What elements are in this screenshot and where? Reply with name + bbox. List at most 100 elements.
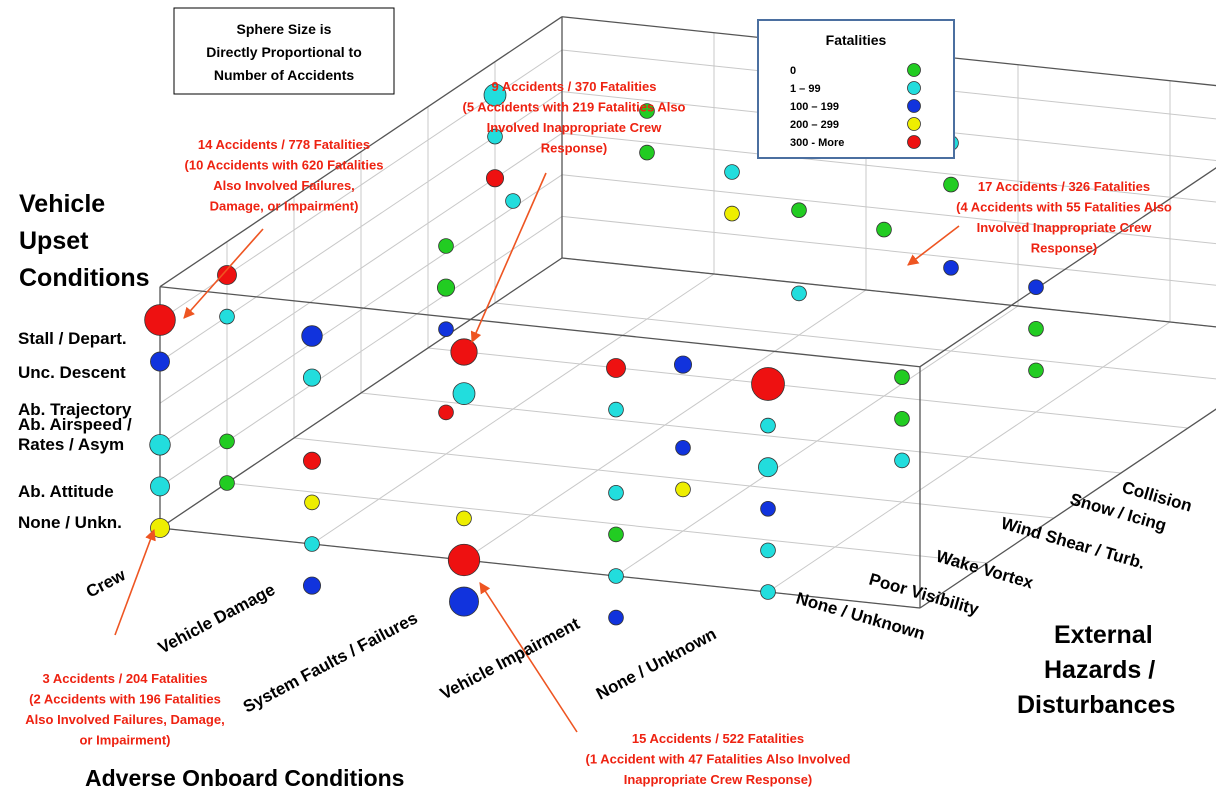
y-tick-label: Stall / Depart. [18, 329, 127, 348]
data-sphere [608, 484, 624, 501]
legend-marker [907, 81, 921, 95]
data-sphere [447, 543, 481, 577]
data-sphere [608, 609, 624, 626]
data-sphere [438, 238, 454, 254]
frame-edge [159, 527, 921, 609]
gridline [360, 392, 1122, 474]
data-sphere [217, 265, 237, 285]
data-sphere [150, 476, 170, 497]
annotation-text: (2 Accidents with 196 Fatalities [29, 692, 221, 707]
size-note-text: Number of Accidents [214, 67, 354, 83]
data-sphere [144, 304, 176, 336]
legend-box [757, 19, 955, 159]
x-tick-label: System Faults / Failures [240, 608, 421, 716]
x-tick-label: Vehicle Damage [155, 580, 278, 658]
data-sphere [450, 338, 478, 366]
gridline [293, 437, 1055, 519]
annotation-text: 15 Accidents / 522 Fatalities [632, 731, 804, 746]
legend-title: Fatalities [826, 32, 887, 48]
annotation-text: Damage, or Impairment) [210, 199, 359, 214]
data-sphere [894, 369, 910, 386]
annotation-text: Response) [541, 141, 607, 156]
legend-label: 1 – 99 [790, 83, 821, 95]
y-axis-title: Conditions [19, 264, 150, 292]
data-sphere [1028, 362, 1044, 379]
z-axis-title: Disturbances [1017, 691, 1175, 719]
annotation-arrow [114, 528, 156, 636]
data-sphere [219, 308, 235, 325]
frame-edge [159, 16, 563, 288]
data-sphere [150, 351, 170, 372]
frame-layer [159, 16, 1216, 609]
legend-marker [907, 99, 921, 113]
legend-marker [907, 135, 921, 149]
y-tick-label: Unc. Descent [18, 363, 126, 382]
data-sphere [639, 103, 655, 119]
grid-layer [159, 16, 1216, 609]
x-tick-label: Vehicle Impairment [437, 614, 583, 704]
y-tick-label: Ab. Airspeed / [18, 415, 132, 434]
data-sphere [608, 401, 624, 418]
data-sphere [438, 321, 454, 338]
legend-marker [907, 117, 921, 131]
points-layer [144, 83, 1044, 626]
gridline [561, 174, 1216, 245]
annotation-text: Involved Inappropriate Crew [487, 120, 663, 135]
y-tick-label: Ab. Attitude [18, 482, 114, 501]
data-sphere [760, 500, 776, 517]
y-axis-title: Vehicle [19, 190, 105, 218]
frame-edge [159, 286, 921, 368]
data-sphere [760, 584, 776, 600]
data-sphere [724, 164, 740, 180]
y-tick-label: Ab. Trajectory [18, 400, 132, 419]
annotation-arrow [470, 172, 547, 344]
annotation-text: (5 Accidents with 219 Fatalities Also [463, 100, 686, 115]
gridline [561, 132, 1216, 203]
data-sphere [943, 176, 959, 193]
data-sphere [452, 382, 476, 405]
size-note-text: Directly Proportional to [206, 44, 362, 60]
data-sphere [505, 193, 521, 209]
gridline [427, 347, 1189, 429]
data-sphere [760, 542, 776, 559]
data-sphere [751, 367, 785, 401]
data-sphere [673, 355, 693, 374]
y-tick-label: None / Unkn. [18, 513, 122, 532]
gridline [561, 215, 1216, 286]
gridline [561, 257, 1216, 328]
z-axis-title: External [1054, 621, 1153, 649]
annotation-arrow [479, 582, 578, 733]
annotation-text: (10 Accidents with 620 Fatalities [185, 158, 384, 173]
z-axis-title: Hazards / [1044, 656, 1155, 684]
data-sphere [456, 510, 472, 527]
data-sphere [304, 494, 320, 511]
legend-label: 200 – 299 [790, 119, 839, 131]
frame-edge [561, 257, 1216, 328]
x-axis-title: Adverse Onboard Conditions [85, 765, 404, 791]
data-sphere [150, 518, 170, 538]
size-note-text: Sphere Size is [237, 21, 332, 37]
annotation-arrow [907, 225, 960, 266]
z-tick-label: Poor Visibility [867, 570, 981, 620]
annotation-text: 3 Accidents / 204 Fatalities [43, 671, 208, 686]
data-sphere [438, 404, 454, 421]
legend-label: 0 [790, 65, 796, 77]
data-sphere [758, 457, 778, 478]
data-sphere [943, 259, 959, 276]
x-tick-label: None / Unknown [593, 624, 720, 703]
data-sphere [1028, 320, 1044, 337]
data-sphere [302, 576, 322, 595]
data-sphere [436, 278, 456, 297]
data-sphere [791, 202, 807, 219]
gridline [159, 174, 563, 446]
data-sphere [449, 586, 479, 617]
data-sphere [219, 475, 235, 491]
data-sphere [876, 221, 892, 238]
data-sphere [791, 285, 807, 302]
annotation-text: (1 Accident with 47 Fatalities Also Invo… [586, 752, 851, 767]
data-sphere [149, 434, 171, 456]
data-sphere [483, 83, 507, 107]
x-tick-label: Crew [83, 565, 129, 602]
